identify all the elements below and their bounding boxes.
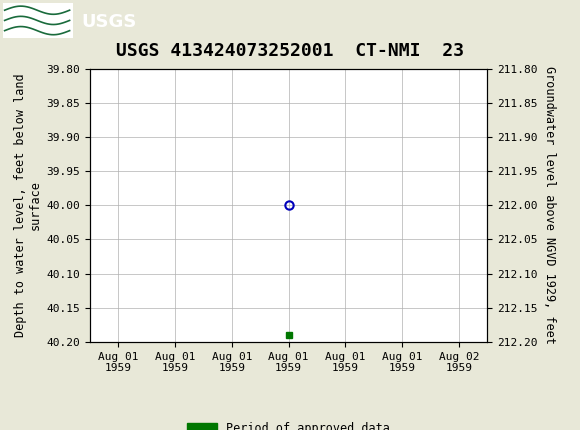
- Y-axis label: Groundwater level above NGVD 1929, feet: Groundwater level above NGVD 1929, feet: [543, 66, 556, 344]
- Text: USGS: USGS: [81, 13, 136, 31]
- FancyBboxPatch shape: [3, 3, 72, 37]
- Legend: Period of approved data: Period of approved data: [183, 417, 394, 430]
- Text: USGS 413424073252001  CT-NMI  23: USGS 413424073252001 CT-NMI 23: [116, 42, 464, 60]
- Y-axis label: Depth to water level, feet below land
surface: Depth to water level, feet below land su…: [14, 74, 42, 337]
